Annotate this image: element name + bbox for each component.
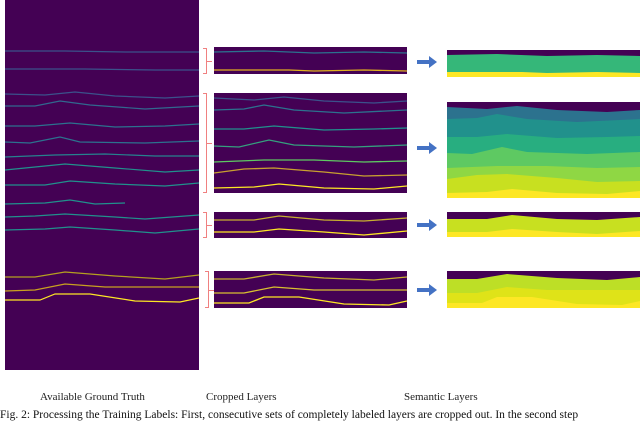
arrow-right-icon <box>417 284 437 296</box>
bracket-group-3 <box>203 212 212 238</box>
column-title-semantic: Semantic Layers <box>404 391 478 403</box>
semantic-panel-1 <box>447 50 640 77</box>
bracket-group-2 <box>203 93 212 193</box>
column-title-cropped: Cropped Layers <box>206 391 277 403</box>
cropped-panel-3 <box>214 212 407 238</box>
cropped-panel-1 <box>214 47 407 74</box>
cropped-panel-4 <box>214 271 407 308</box>
figure-caption: Fig. 2: Processing the Training Labels: … <box>0 409 579 421</box>
semantic-panel-4 <box>447 271 640 308</box>
column-title-ground-truth: Available Ground Truth <box>40 391 145 403</box>
semantic-panel-2 <box>447 102 640 198</box>
bracket-group-4 <box>205 271 214 308</box>
arrow-right-icon <box>417 219 437 231</box>
semantic-panel-3 <box>447 212 640 237</box>
ground-truth-lines <box>5 50 199 303</box>
bracket-group-1 <box>203 48 212 74</box>
arrow-right-icon <box>417 142 437 154</box>
ground-truth-panel <box>5 0 199 370</box>
arrow-right-icon <box>417 56 437 68</box>
cropped-panel-2 <box>214 93 407 193</box>
